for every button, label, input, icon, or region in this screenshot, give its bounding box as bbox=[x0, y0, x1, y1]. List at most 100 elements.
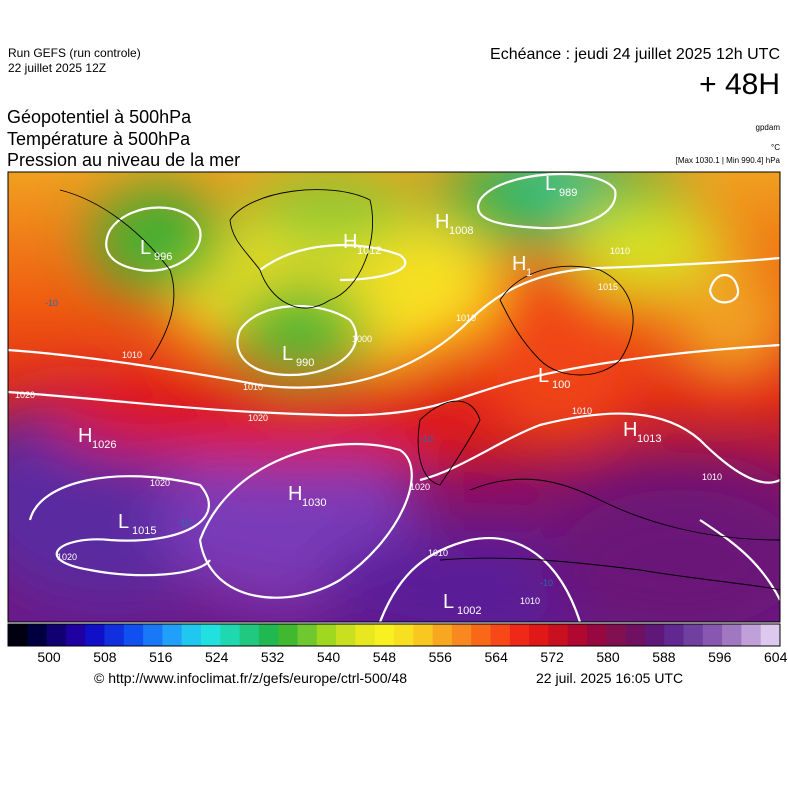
colorbar-cell bbox=[702, 624, 723, 646]
colorbar-label: 580 bbox=[596, 649, 620, 665]
colorbar-cell bbox=[722, 624, 742, 646]
center-value: 1002 bbox=[457, 605, 481, 617]
title-line: Pression au niveau de la mer bbox=[7, 150, 241, 170]
colorbar-label: 588 bbox=[652, 649, 676, 665]
isobar-label: 1010 bbox=[428, 548, 448, 558]
colorbar-label: 532 bbox=[261, 649, 285, 665]
colorbar-cell bbox=[625, 624, 646, 646]
colorbar-cell bbox=[490, 624, 511, 646]
center-value: 1 bbox=[526, 267, 532, 279]
unit-pressure: [Max 1030.1 | Min 990.4] hPa bbox=[675, 156, 780, 165]
isobar-label: 1010 bbox=[610, 246, 630, 256]
colorbar-cell bbox=[278, 624, 298, 646]
temperature-label: -10 bbox=[45, 298, 58, 308]
colorbar-cell bbox=[664, 624, 684, 646]
center-value: 1012 bbox=[357, 245, 381, 257]
center-value: 996 bbox=[154, 251, 172, 263]
colorbar-cell bbox=[181, 624, 202, 646]
colorbar-cell bbox=[162, 624, 183, 646]
colorbar-cell bbox=[760, 624, 781, 646]
colorbar-label: 524 bbox=[205, 649, 229, 665]
isobar-label: 1020 bbox=[248, 413, 268, 423]
temperature-label: -10 bbox=[178, 518, 191, 528]
center-letter: H bbox=[435, 211, 449, 233]
isobar-label: 1020 bbox=[410, 482, 430, 492]
colorbar-cell bbox=[46, 624, 67, 646]
colorbar-cell bbox=[104, 624, 125, 646]
colorbar-cell bbox=[297, 624, 318, 646]
colorbar-frame bbox=[7, 623, 781, 647]
isobar-label: 1015 bbox=[598, 282, 618, 292]
center-value: 1015 bbox=[132, 525, 156, 537]
colorbar-label: 604 bbox=[764, 649, 788, 665]
isobar-label: 1010 bbox=[456, 313, 476, 323]
colorbar-label: 548 bbox=[373, 649, 397, 665]
isobar-label: 1020 bbox=[15, 390, 35, 400]
center-letter: H bbox=[623, 419, 637, 441]
colorbar-cell bbox=[220, 624, 241, 646]
unit-geopotential: gpdam bbox=[755, 123, 780, 132]
map-field bbox=[8, 172, 780, 622]
isobar-label: 1020 bbox=[57, 552, 77, 562]
colorbar-cell bbox=[27, 624, 48, 646]
colorbar-cell bbox=[355, 624, 376, 646]
isobar-label: 1010 bbox=[702, 472, 722, 482]
colorbar-label: 516 bbox=[149, 649, 173, 665]
colorbar-label: 540 bbox=[317, 649, 341, 665]
center-letter: L bbox=[140, 237, 151, 259]
colorbar-label: 572 bbox=[540, 649, 564, 665]
echeance: Echéance : jeudi 24 juillet 2025 12h UTC bbox=[490, 46, 780, 63]
run-name: Run GEFS (run controle) bbox=[8, 46, 141, 60]
colorbar-cell bbox=[394, 624, 414, 646]
colorbar-cell bbox=[336, 624, 356, 646]
center-value: 989 bbox=[559, 187, 577, 199]
colorbar-cell bbox=[529, 624, 549, 646]
center-value: 1026 bbox=[92, 439, 116, 451]
colorbar-label: 556 bbox=[429, 649, 453, 665]
colorbar-cell bbox=[606, 624, 627, 646]
colorbar-cell bbox=[201, 624, 221, 646]
colorbar-cell bbox=[143, 624, 163, 646]
center-value: 1013 bbox=[637, 433, 661, 445]
lead-time: + 48H bbox=[699, 68, 780, 101]
colorbar-cell bbox=[123, 624, 144, 646]
colorbar-cell bbox=[258, 624, 279, 646]
title-line: Température à 500hPa bbox=[7, 129, 191, 149]
colorbar-cell bbox=[587, 624, 607, 646]
source-url: © http://www.infoclimat.fr/z/gefs/europe… bbox=[94, 670, 408, 686]
center-letter: L bbox=[118, 511, 129, 533]
colorbar-cell bbox=[683, 624, 704, 646]
colorbar-cell bbox=[432, 624, 453, 646]
colorbar-cell bbox=[741, 624, 762, 646]
colorbar-cell bbox=[413, 624, 434, 646]
center-letter: H bbox=[288, 483, 302, 505]
colorbar-cell bbox=[567, 624, 588, 646]
center-letter: L bbox=[538, 365, 549, 387]
center-letter: L bbox=[443, 591, 454, 613]
center-letter: H bbox=[78, 425, 92, 447]
isobar-label: 1010 bbox=[520, 596, 540, 606]
center-value: 1008 bbox=[449, 225, 473, 237]
temperature-label: -10 bbox=[420, 434, 433, 444]
colorbar-cell bbox=[85, 624, 105, 646]
colorbar-label: 508 bbox=[93, 649, 117, 665]
center-value: 1030 bbox=[302, 497, 326, 509]
colorbar-label: 564 bbox=[485, 649, 509, 665]
colorbar-cell bbox=[548, 624, 569, 646]
title-line: Géopotentiel à 500hPa bbox=[7, 107, 192, 127]
colorbar-cell bbox=[644, 624, 665, 646]
run-date: 22 juillet 2025 12Z bbox=[8, 61, 107, 75]
center-letter: H bbox=[512, 253, 526, 275]
colorbar-cell bbox=[471, 624, 491, 646]
colorbar-cell bbox=[8, 624, 28, 646]
isobar-label: 1020 bbox=[150, 478, 170, 488]
colorbar-cell bbox=[65, 624, 86, 646]
isobar-label: 1010 bbox=[572, 406, 592, 416]
colorbar-cell bbox=[239, 624, 260, 646]
isobar-label: 1010 bbox=[243, 382, 263, 392]
center-letter: H bbox=[343, 231, 357, 253]
temperature-label: -10 bbox=[540, 578, 553, 588]
center-letter: L bbox=[282, 343, 293, 365]
